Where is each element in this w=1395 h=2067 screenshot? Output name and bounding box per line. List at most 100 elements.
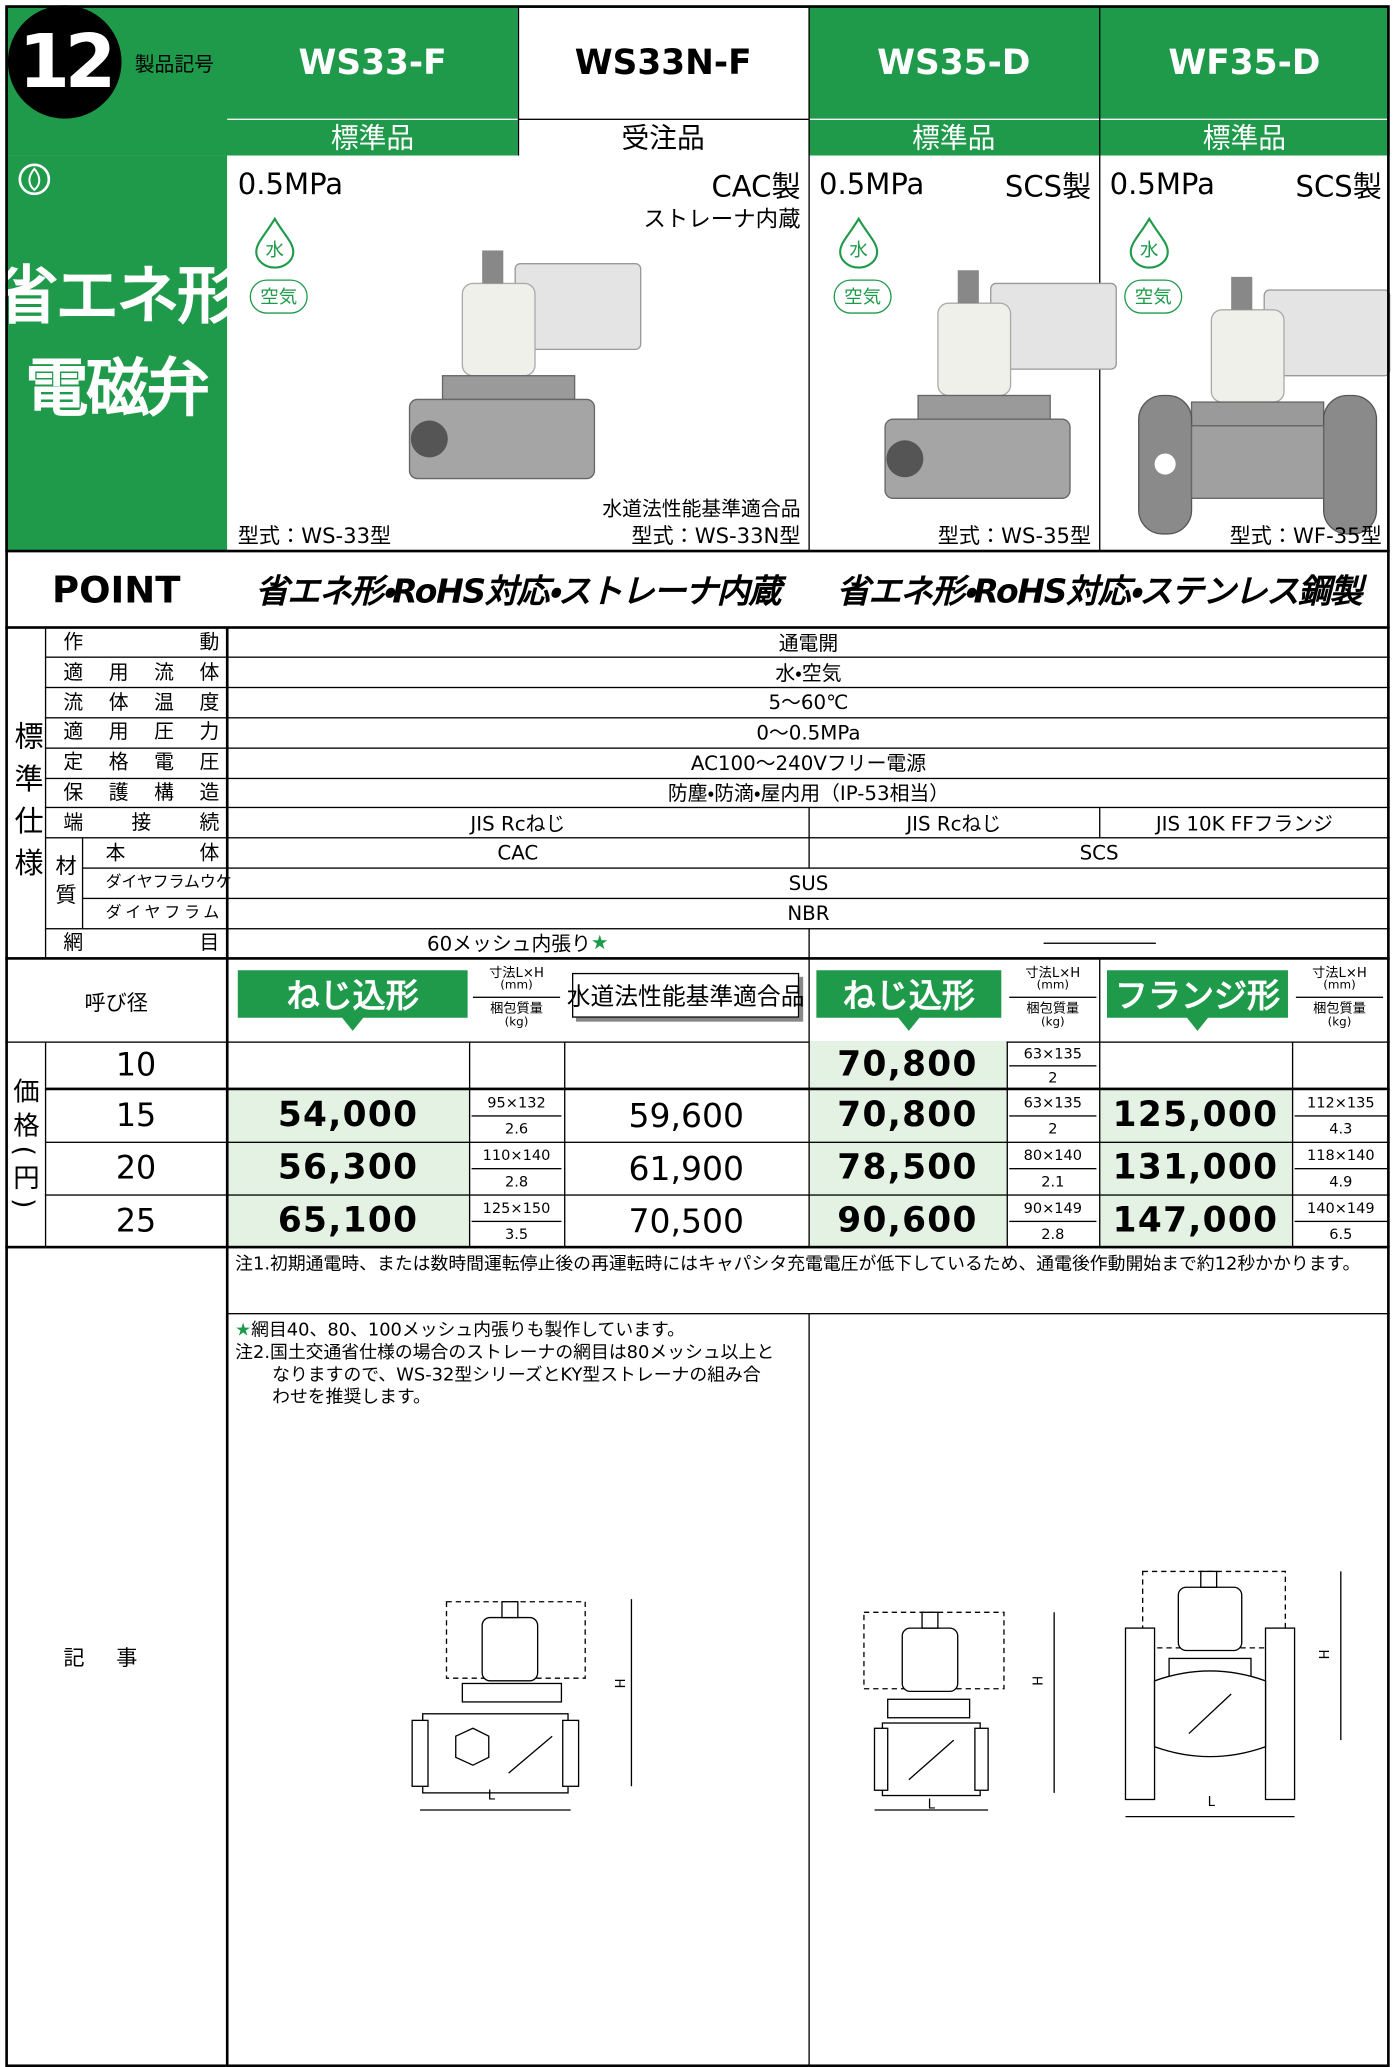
price-value: 125,000: [1112, 1095, 1279, 1136]
dims-value: 112×135: [1306, 1093, 1375, 1111]
dim-label: 寸法L×H: [489, 966, 544, 981]
rule-line: [1098, 7, 1100, 156]
side-background: [5, 155, 228, 552]
model-type: 型式：WS-33型: [237, 523, 392, 549]
dims-value: 95×132: [487, 1093, 546, 1111]
drawing-shape: [28, 167, 41, 192]
spec-label: ダイヤフラム: [105, 903, 220, 922]
drop-icon: [839, 216, 879, 269]
drawing-shape: [1129, 216, 1169, 269]
dim-unit: (mm): [500, 979, 533, 993]
dimension-drawing: [1124, 1570, 1342, 1818]
price-value: 61,900: [628, 1148, 745, 1188]
product-photo: [884, 270, 1117, 499]
class-label: 受注品: [621, 122, 705, 155]
drawing-shape: [411, 1719, 429, 1787]
dimension-label: L: [927, 1797, 935, 1813]
price-header: フランジ形: [1114, 976, 1281, 1016]
spec-label: 定格電圧: [63, 750, 220, 775]
fluid-label: 空気: [833, 279, 892, 314]
banner-shape: [816, 970, 1002, 1031]
note-star: ★: [235, 1319, 252, 1341]
weight-value: 2.8: [504, 1172, 529, 1190]
rule-line: [472, 995, 561, 998]
drawing-shape: [974, 1727, 989, 1791]
rule-line: [1009, 1167, 1097, 1169]
rule-line: [1291, 1041, 1293, 1248]
weight-value: 2.8: [1041, 1225, 1065, 1243]
fluid-label: 空気: [1124, 279, 1183, 314]
spec-value-text: NBR: [787, 901, 830, 925]
note-text: 注1.初期通電時、または数時間運転停止後の再運転時にはキャパシタ充電電圧が低下し…: [235, 1253, 1361, 1275]
note-text: ★網目40、80、100メッシュ内張りも製作しています。: [235, 1320, 803, 1342]
price-cell: [227, 1088, 469, 1142]
weight-value: 6.5: [1329, 1225, 1353, 1243]
spec-value: SUS: [227, 868, 1389, 898]
rule-line: [1009, 1220, 1097, 1222]
rule-line: [44, 656, 1390, 659]
drawing-shape: [957, 270, 979, 304]
dims-value: 80×140: [1023, 1146, 1083, 1164]
spec-value-text: SCS: [1079, 841, 1119, 865]
page-frame: [5, 5, 1390, 2067]
price-cell: [808, 1141, 1007, 1195]
rule-line: [1294, 1167, 1388, 1169]
spec-value-text: 水・空気: [775, 661, 842, 686]
pressure: 0.5MPa: [819, 168, 925, 202]
dims-value: 63×135: [1023, 1044, 1083, 1062]
rule-line: [226, 627, 229, 2067]
price-cell: [808, 1194, 1007, 1248]
spec-value: JIS Rcねじ: [227, 808, 808, 838]
drawing-shape: [482, 250, 504, 284]
price-cell: [1099, 1088, 1292, 1142]
rule-line: [471, 1167, 562, 1169]
rule-line: [1295, 995, 1384, 998]
spec-value-text: 5〜60℃: [768, 691, 849, 716]
dimension-drawing: [411, 1599, 633, 1811]
rule-line: [1294, 1220, 1388, 1222]
spec-value-text: 通電開: [778, 631, 839, 656]
rule-line: [1005, 1041, 1008, 1248]
price-value: 54,000: [277, 1095, 419, 1136]
size-value: 15: [115, 1096, 157, 1134]
rule-line: [807, 928, 810, 959]
spec-value-text: 0〜0.5MPa: [756, 721, 861, 746]
weight-label: 梱包質量: [1313, 1001, 1366, 1017]
rule-line: [471, 1220, 562, 1222]
rule-line: [44, 717, 1390, 719]
spec-value: JIS Rcねじ: [808, 808, 1099, 838]
header-cell-white: [517, 7, 809, 156]
rule-line: [1009, 1114, 1097, 1116]
rule-line: [1009, 995, 1097, 998]
spec-value-text: 60メッシュ内張り: [426, 931, 591, 956]
pressure: 0.5MPa: [237, 168, 344, 202]
spec-value: AC100〜240Vフリー電源: [227, 748, 1389, 778]
price-cell: [808, 1088, 1007, 1142]
rule-line: [5, 549, 1390, 553]
rule-line: [44, 686, 1390, 689]
spec-value: CAC: [227, 838, 808, 868]
price-value: 56,300: [277, 1148, 419, 1188]
rule-line: [44, 747, 1390, 749]
drawing-shape: [884, 418, 1071, 499]
weight-label: 梱包質量: [490, 1001, 543, 1017]
rule-line: [44, 927, 1390, 929]
size-value: 20: [115, 1149, 157, 1187]
banner-shape: [1106, 970, 1288, 1031]
rule-line: [517, 117, 809, 120]
model-name: WS35-D: [877, 43, 1031, 84]
drawing-shape: [410, 420, 448, 458]
model-type: 型式：WS-35型: [937, 523, 1092, 549]
price-group-label: 価格(円): [8, 1077, 41, 1217]
spec-value-text: JIS Rcねじ: [470, 811, 566, 836]
feature: ストレーナ内蔵: [643, 206, 801, 233]
drawing-shape: [461, 1682, 563, 1703]
drawing-shape: [1124, 1627, 1156, 1801]
rule-line: [807, 958, 810, 1248]
rule-line: [807, 7, 810, 156]
point-text: 省エネ形・RoHS対応・ステンレス鋼製: [836, 572, 1363, 611]
drawing-shape: [839, 216, 879, 269]
spec-value-text: AC100〜240Vフリー電源: [690, 751, 927, 776]
rule-line: [5, 626, 1390, 629]
price-cell: [808, 1041, 1007, 1089]
